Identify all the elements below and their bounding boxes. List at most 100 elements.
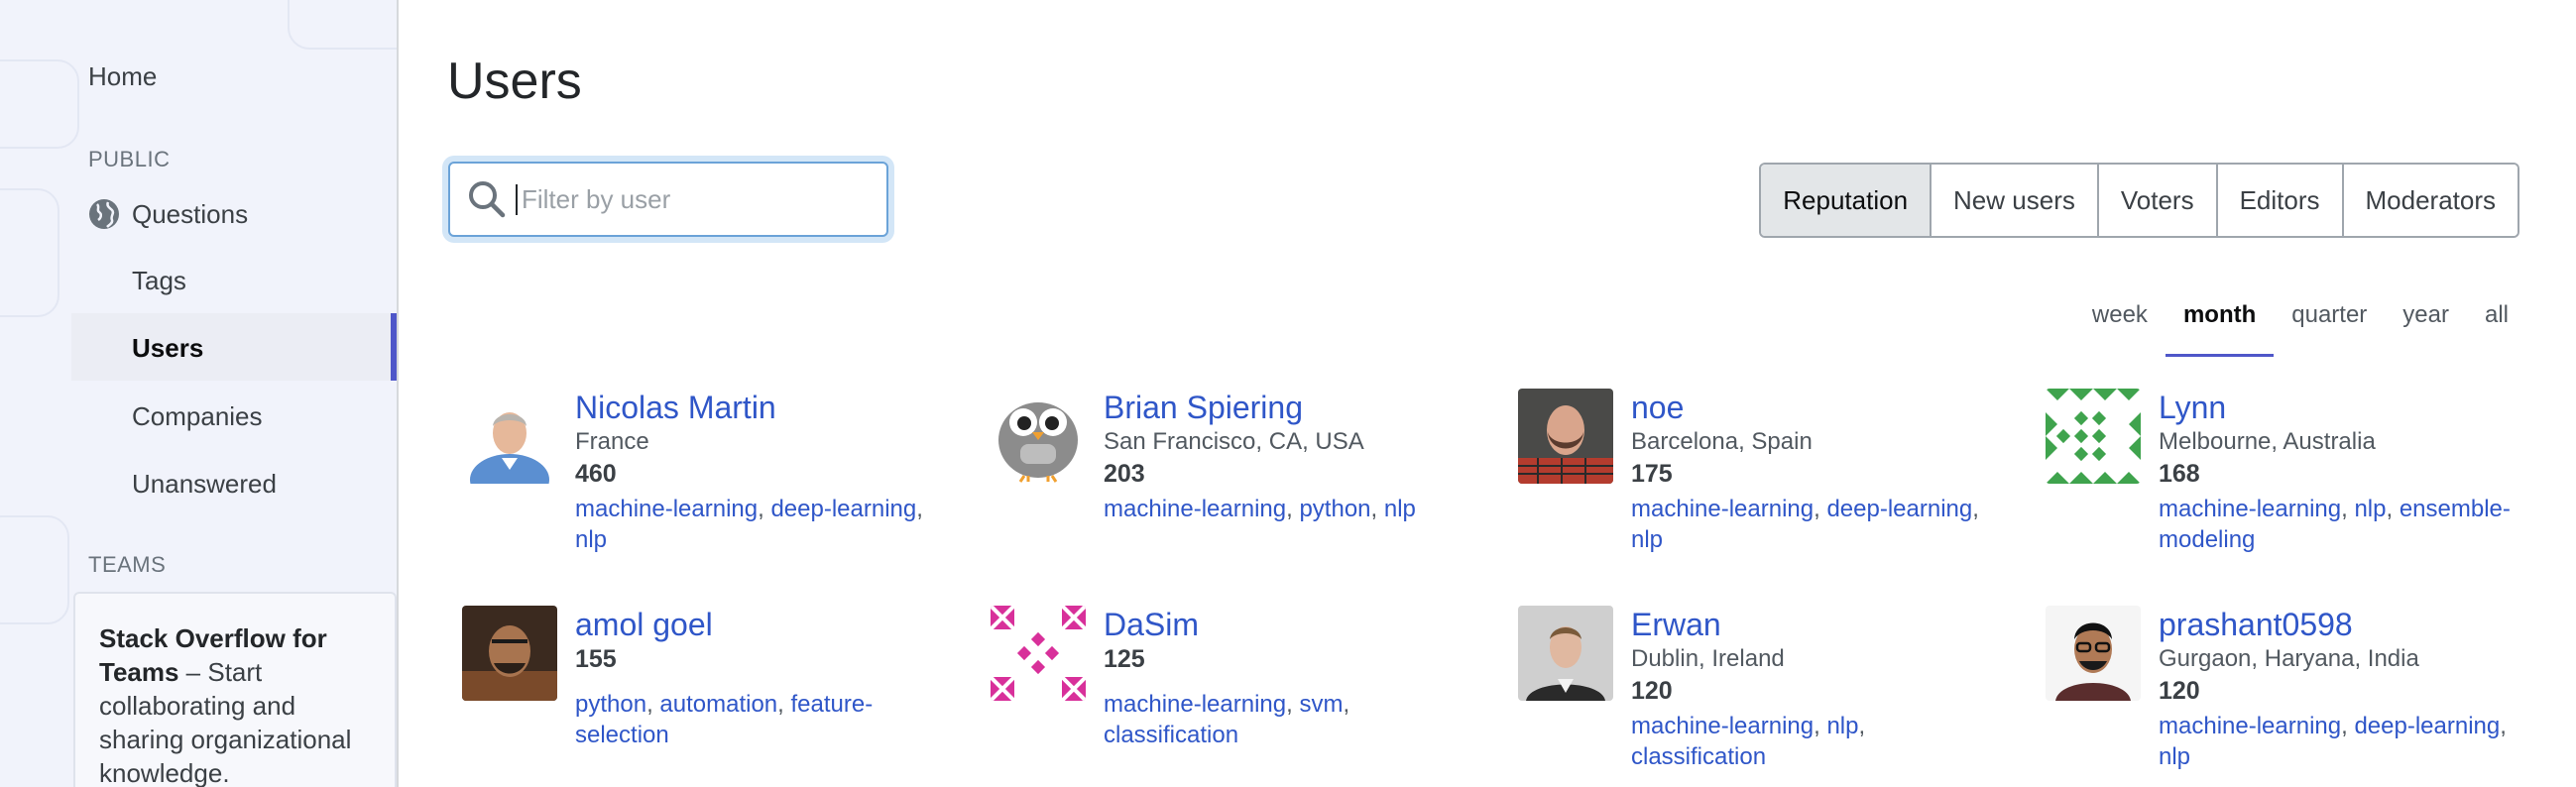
tag-link[interactable]: classification [1631,743,1767,770]
user-reputation: 203 [1104,460,1145,488]
teams-promo-text: – Start collaborating and sharing organi… [99,657,352,787]
user-name-link[interactable]: Lynn [2159,390,2227,425]
sidebar-item-unanswered[interactable]: Unanswered [132,469,277,499]
sidebar-item-questions[interactable]: Questions [88,196,248,232]
user-card: Erwan Dublin, Ireland 120 machine-learning,… [1518,606,1994,770]
tag-link[interactable]: machine-learning [2159,713,2342,739]
tag-separator: , [1814,496,1827,522]
tag-separator: , [1343,691,1350,718]
user-avatar[interactable] [2046,389,2141,484]
teams-promo[interactable]: Stack Overflow for Teams – Start collabo… [73,592,397,787]
user-name-link[interactable]: Nicolas Martin [575,390,776,425]
user-top-tags: machine-learning, deep-learning, nlp [2159,711,2525,772]
user-reputation: 155 [575,645,617,673]
sidebar-item-users[interactable]: Users [132,333,204,363]
tag-separator: , [1972,496,1979,522]
tab-reputation[interactable]: Reputation [1761,165,1931,236]
tag-separator: , [2341,713,2355,739]
user-name-link[interactable]: Brian Spiering [1104,390,1303,425]
globe-icon [89,199,119,229]
user-avatar[interactable] [1518,389,1613,484]
user-name-link[interactable]: Erwan [1631,607,1721,642]
tag-link[interactable]: nlp [1383,496,1416,522]
user-location: Barcelona, Spain [1631,428,1813,455]
period-year[interactable]: year [2402,301,2449,328]
user-location: San Francisco, CA, USA [1104,428,1364,455]
user-location: France [575,428,649,455]
sidebar-item-home[interactable]: Home [88,61,158,91]
tag-link[interactable]: feature-selection [575,691,874,748]
tag-link[interactable]: python [575,691,647,718]
tag-separator: , [1370,496,1384,522]
tag-link[interactable]: machine-learning [1631,713,1815,739]
user-card: prashant0598 Gurgaon, Haryana, India 120 ma… [2046,606,2521,770]
period-all[interactable]: all [2484,301,2509,328]
tag-link[interactable]: machine-learning [1631,496,1815,522]
user-sort-tabs: Reputation New users Voters Editors Moderato… [1759,163,2519,238]
page-title: Users [447,53,582,110]
tag-link[interactable]: nlp [1826,713,1859,739]
user-filter-box[interactable] [448,162,888,237]
tag-link[interactable]: deep-learning [1826,496,1973,522]
period-week[interactable]: week [2091,301,2148,328]
tag-link[interactable]: machine-learning [575,496,759,522]
sidebar-heading-public: PUBLIC [88,147,171,171]
user-avatar[interactable] [462,606,557,701]
period-quarter[interactable]: quarter [2291,301,2368,328]
user-top-tags: machine-learning, python, nlp [1104,494,1470,524]
user-avatar[interactable] [991,606,1086,701]
tag-link[interactable]: nlp [1631,526,1664,553]
tag-link[interactable]: machine-learning [1104,496,1287,522]
tab-moderators[interactable]: Moderators [2341,165,2517,236]
search-icon [469,181,506,218]
sidebar-active-indicator [391,313,397,381]
tag-link[interactable]: machine-learning [1104,691,1287,718]
decorative-shape [0,188,59,317]
tag-link[interactable]: svm [1299,691,1344,718]
user-avatar[interactable] [1518,606,1613,701]
tag-link[interactable]: python [1299,496,1371,522]
sidebar-item-tags[interactable]: Tags [132,266,186,295]
user-name-link[interactable]: prashant0598 [2159,607,2353,642]
tag-link[interactable]: classification [1104,722,1239,748]
user-avatar[interactable] [991,389,1086,484]
user-avatar[interactable] [462,389,557,484]
tag-link[interactable]: deep-learning [770,496,917,522]
tag-link[interactable]: nlp [2159,743,2191,770]
sidebar-heading-teams: TEAMS [88,552,167,577]
tag-separator: , [2386,496,2400,522]
user-card: Brian Spiering San Francisco, CA, USA 203 m… [991,389,1466,522]
decorative-shape [0,59,79,149]
tag-link[interactable]: automation [659,691,778,718]
tag-link[interactable]: deep-learning [2354,713,2501,739]
user-reputation: 460 [575,460,617,488]
user-name-link[interactable]: DaSim [1104,607,1200,642]
period-month[interactable]: month [2165,293,2275,357]
tag-separator: , [646,691,660,718]
tag-separator: , [777,691,791,718]
tab-new-users[interactable]: New users [1930,165,2097,236]
user-reputation: 168 [2159,460,2200,488]
sidebar-item-companies[interactable]: Companies [132,401,263,431]
teams-promo-title: Stack Overflow for Teams [99,623,327,687]
user-name-link[interactable]: amol goel [575,607,713,642]
user-reputation: 120 [1631,677,1673,705]
user-details: Erwan Dublin, Ireland 120 machine-learning,… [1631,606,1998,772]
tab-voters[interactable]: Voters [2096,165,2216,236]
tag-link[interactable]: nlp [575,526,608,553]
decorative-shape [288,0,397,50]
user-filter-input[interactable] [516,183,873,215]
tag-separator: , [758,496,771,522]
tab-editors[interactable]: Editors [2215,165,2342,236]
tag-separator: , [2341,496,2355,522]
user-details: prashant0598 Gurgaon, Haryana, India 120 ma… [2159,606,2525,772]
user-details: DaSim 125 machine-learning, svm, classific… [1104,606,1470,750]
tag-link[interactable]: nlp [2354,496,2387,522]
tag-separator: , [916,496,923,522]
sidebar-active-highlight [71,313,397,381]
tag-link[interactable]: machine-learning [2159,496,2342,522]
user-avatar[interactable] [2046,606,2141,701]
decorative-shape [0,515,69,624]
tag-link[interactable]: ensemble-modeling [2159,496,2511,553]
user-name-link[interactable]: noe [1631,390,1685,425]
